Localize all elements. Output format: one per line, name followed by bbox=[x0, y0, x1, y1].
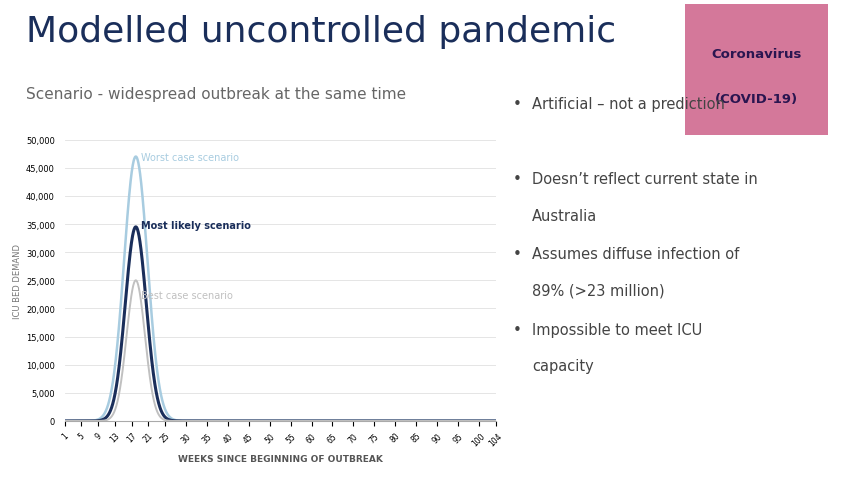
Text: Coronavirus: Coronavirus bbox=[710, 48, 801, 61]
Text: Worst case scenario: Worst case scenario bbox=[140, 153, 238, 163]
Text: 89% (>23 million): 89% (>23 million) bbox=[531, 283, 664, 298]
Text: •: • bbox=[512, 247, 521, 262]
Text: Modelled uncontrolled pandemic: Modelled uncontrolled pandemic bbox=[26, 15, 616, 48]
Text: Impossible to meet ICU: Impossible to meet ICU bbox=[531, 322, 702, 337]
Y-axis label: ICU BED DEMAND: ICU BED DEMAND bbox=[13, 243, 22, 318]
Text: Scenario - widespread outbreak at the same time: Scenario - widespread outbreak at the sa… bbox=[26, 87, 406, 102]
FancyBboxPatch shape bbox=[673, 0, 838, 146]
Text: Assumes diffuse infection of: Assumes diffuse infection of bbox=[531, 247, 738, 262]
Text: capacity: capacity bbox=[531, 358, 593, 373]
Text: •: • bbox=[512, 322, 521, 337]
Text: Australia: Australia bbox=[531, 208, 597, 223]
X-axis label: WEEKS SINCE BEGINNING OF OUTBREAK: WEEKS SINCE BEGINNING OF OUTBREAK bbox=[177, 454, 382, 463]
Text: Best case scenario: Best case scenario bbox=[140, 290, 232, 301]
Text: (COVID-19): (COVID-19) bbox=[714, 92, 797, 106]
Text: •: • bbox=[512, 172, 521, 187]
Text: Most likely scenario: Most likely scenario bbox=[140, 220, 251, 230]
Text: Artificial – not a prediction: Artificial – not a prediction bbox=[531, 97, 724, 112]
Text: Doesn’t reflect current state in: Doesn’t reflect current state in bbox=[531, 172, 757, 187]
Text: •: • bbox=[512, 97, 521, 112]
